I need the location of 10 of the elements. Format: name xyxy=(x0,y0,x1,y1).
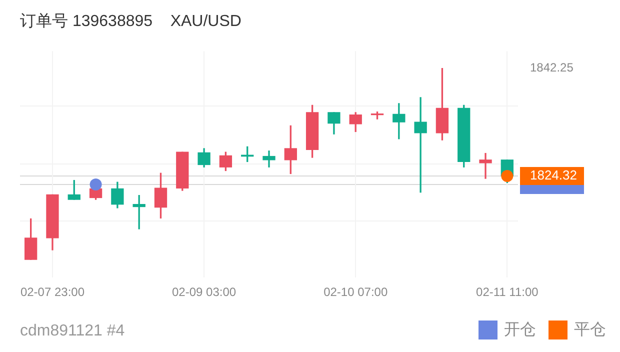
x-tick-label: 02-07 23:00 xyxy=(20,285,85,300)
text: cdm891121 #4 xyxy=(20,322,125,340)
chart-title: 订单号 139638895 XAU/USD xyxy=(20,12,242,30)
x-tick-label: 02-10 07:00 xyxy=(324,285,388,300)
y-tick-label: 1842.25 xyxy=(530,60,574,75)
legend-label: 开仓 xyxy=(504,321,536,338)
x-tick-label: 02-09 03:00 xyxy=(172,285,236,300)
x-tick-label: 02-11 11:00 xyxy=(476,285,539,300)
legend-label: 平仓 xyxy=(574,321,606,338)
y-tick-label: 1824.32 xyxy=(530,168,577,183)
